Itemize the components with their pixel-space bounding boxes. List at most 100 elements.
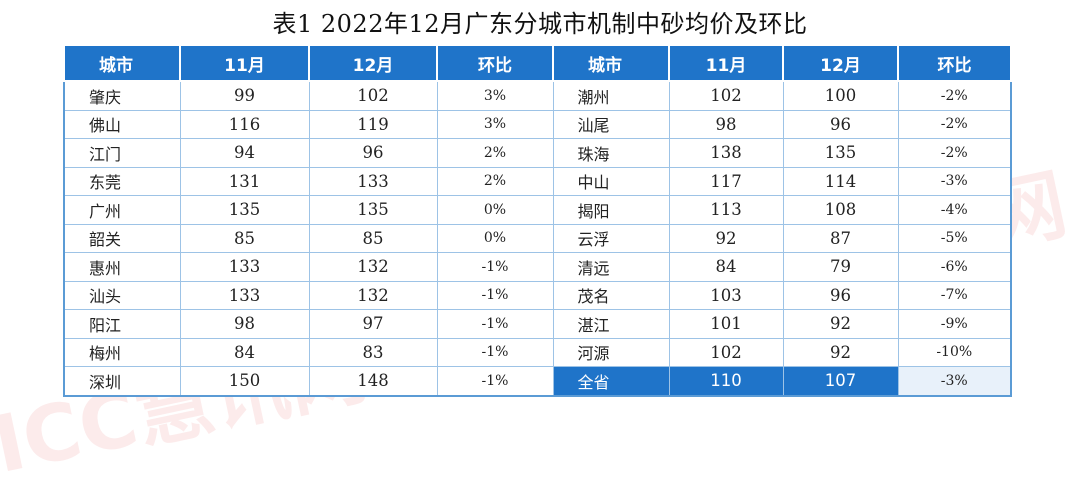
- left-city-cell: 汕头: [63, 280, 181, 310]
- left-nov-cell: 133: [179, 252, 310, 282]
- header-mom-right: 环比: [897, 44, 1012, 82]
- left-city-cell: 阳江: [63, 309, 181, 339]
- right-mom-cell: -3%: [897, 366, 1012, 396]
- table-body: 肇庆 99 102 3% 潮州 102 100 -2% 佛山 116 119 3% 汕尾 98 96 -2% 江…: [63, 80, 1012, 396]
- right-dec-cell: 114: [782, 166, 899, 196]
- left-dec-cell: 96: [308, 138, 438, 168]
- right-nov-cell: 92: [668, 223, 784, 253]
- header-nov-left: 11月: [179, 44, 310, 82]
- right-mom-cell: -6%: [897, 252, 1012, 282]
- right-dec-cell: 87: [782, 223, 899, 253]
- right-mom-cell: -2%: [897, 80, 1012, 111]
- left-dec-cell: 132: [308, 280, 438, 310]
- table-row: 梅州 84 83 -1% 河源 102 92 -10%: [63, 337, 1012, 367]
- left-mom-cell: -1%: [436, 252, 554, 282]
- left-city-cell: 惠州: [63, 252, 181, 282]
- right-mom-cell: -3%: [897, 166, 1012, 196]
- header-dec-right: 12月: [782, 44, 899, 82]
- left-mom-cell: 0%: [436, 223, 554, 253]
- left-mom-cell: -1%: [436, 366, 554, 396]
- right-nov-cell: 102: [668, 337, 784, 367]
- right-dec-cell: 96: [782, 109, 899, 139]
- right-dec-cell: 107: [782, 366, 899, 396]
- right-mom-cell: -4%: [897, 195, 1012, 225]
- right-nov-cell: 101: [668, 309, 784, 339]
- header-dec-left: 12月: [308, 44, 438, 82]
- left-mom-cell: -1%: [436, 337, 554, 367]
- right-city-cell: 全省: [552, 366, 670, 396]
- right-city-cell: 湛江: [552, 309, 670, 339]
- left-nov-cell: 135: [179, 195, 310, 225]
- left-city-cell: 广州: [63, 195, 181, 225]
- right-nov-cell: 138: [668, 138, 784, 168]
- right-city-cell: 中山: [552, 166, 670, 196]
- left-city-cell: 梅州: [63, 337, 181, 367]
- header-city-left: 城市: [63, 44, 181, 82]
- right-city-cell: 河源: [552, 337, 670, 367]
- left-dec-cell: 83: [308, 337, 438, 367]
- left-mom-cell: -1%: [436, 309, 554, 339]
- right-city-cell: 潮州: [552, 80, 670, 111]
- right-nov-cell: 113: [668, 195, 784, 225]
- header-nov-right: 11月: [668, 44, 784, 82]
- left-nov-cell: 150: [179, 366, 310, 396]
- left-nov-cell: 94: [179, 138, 310, 168]
- left-dec-cell: 85: [308, 223, 438, 253]
- table-row: 肇庆 99 102 3% 潮州 102 100 -2%: [63, 80, 1012, 111]
- right-dec-cell: 96: [782, 280, 899, 310]
- left-dec-cell: 148: [308, 366, 438, 396]
- left-nov-cell: 84: [179, 337, 310, 367]
- table-row: 深圳 150 148 -1% 全省 110 107 -3%: [63, 366, 1012, 396]
- left-dec-cell: 133: [308, 166, 438, 196]
- right-nov-cell: 103: [668, 280, 784, 310]
- left-nov-cell: 98: [179, 309, 310, 339]
- right-city-cell: 清远: [552, 252, 670, 282]
- left-city-cell: 佛山: [63, 109, 181, 139]
- right-mom-cell: -2%: [897, 109, 1012, 139]
- right-mom-cell: -2%: [897, 138, 1012, 168]
- left-mom-cell: 0%: [436, 195, 554, 225]
- left-dec-cell: 97: [308, 309, 438, 339]
- right-nov-cell: 117: [668, 166, 784, 196]
- right-dec-cell: 108: [782, 195, 899, 225]
- left-nov-cell: 116: [179, 109, 310, 139]
- right-mom-cell: -10%: [897, 337, 1012, 367]
- right-mom-cell: -5%: [897, 223, 1012, 253]
- left-city-cell: 深圳: [63, 366, 181, 396]
- left-dec-cell: 132: [308, 252, 438, 282]
- right-dec-cell: 135: [782, 138, 899, 168]
- left-nov-cell: 133: [179, 280, 310, 310]
- right-mom-cell: -7%: [897, 280, 1012, 310]
- left-dec-cell: 102: [308, 80, 438, 111]
- right-city-cell: 揭阳: [552, 195, 670, 225]
- table-row: 东莞 131 133 2% 中山 117 114 -3%: [63, 166, 1012, 196]
- right-nov-cell: 98: [668, 109, 784, 139]
- right-nov-cell: 102: [668, 80, 784, 111]
- left-city-cell: 韶关: [63, 223, 181, 253]
- header-city-right: 城市: [552, 44, 670, 82]
- left-mom-cell: 3%: [436, 80, 554, 111]
- right-city-cell: 茂名: [552, 280, 670, 310]
- left-dec-cell: 119: [308, 109, 438, 139]
- left-mom-cell: 2%: [436, 138, 554, 168]
- left-city-cell: 江门: [63, 138, 181, 168]
- left-city-cell: 肇庆: [63, 80, 181, 111]
- left-dec-cell: 135: [308, 195, 438, 225]
- right-dec-cell: 79: [782, 252, 899, 282]
- left-nov-cell: 99: [179, 80, 310, 111]
- right-dec-cell: 100: [782, 80, 899, 111]
- right-dec-cell: 92: [782, 309, 899, 339]
- table-row: 汕头 133 132 -1% 茂名 103 96 -7%: [63, 280, 1012, 310]
- table-row: 韶关 85 85 0% 云浮 92 87 -5%: [63, 223, 1012, 253]
- left-nov-cell: 85: [179, 223, 310, 253]
- header-mom-left: 环比: [436, 44, 554, 82]
- right-dec-cell: 92: [782, 337, 899, 367]
- left-mom-cell: -1%: [436, 280, 554, 310]
- left-mom-cell: 2%: [436, 166, 554, 196]
- table-row: 佛山 116 119 3% 汕尾 98 96 -2%: [63, 109, 1012, 139]
- table-row: 阳江 98 97 -1% 湛江 101 92 -9%: [63, 309, 1012, 339]
- price-table: 城市 11月 12月 环比 城市 11月 12月 环比 肇庆 99 102 3% 潮州 1…: [63, 44, 1012, 397]
- right-city-cell: 汕尾: [552, 109, 670, 139]
- table-row: 江门 94 96 2% 珠海 138 135 -2%: [63, 138, 1012, 168]
- table-row: 惠州 133 132 -1% 清远 84 79 -6%: [63, 252, 1012, 282]
